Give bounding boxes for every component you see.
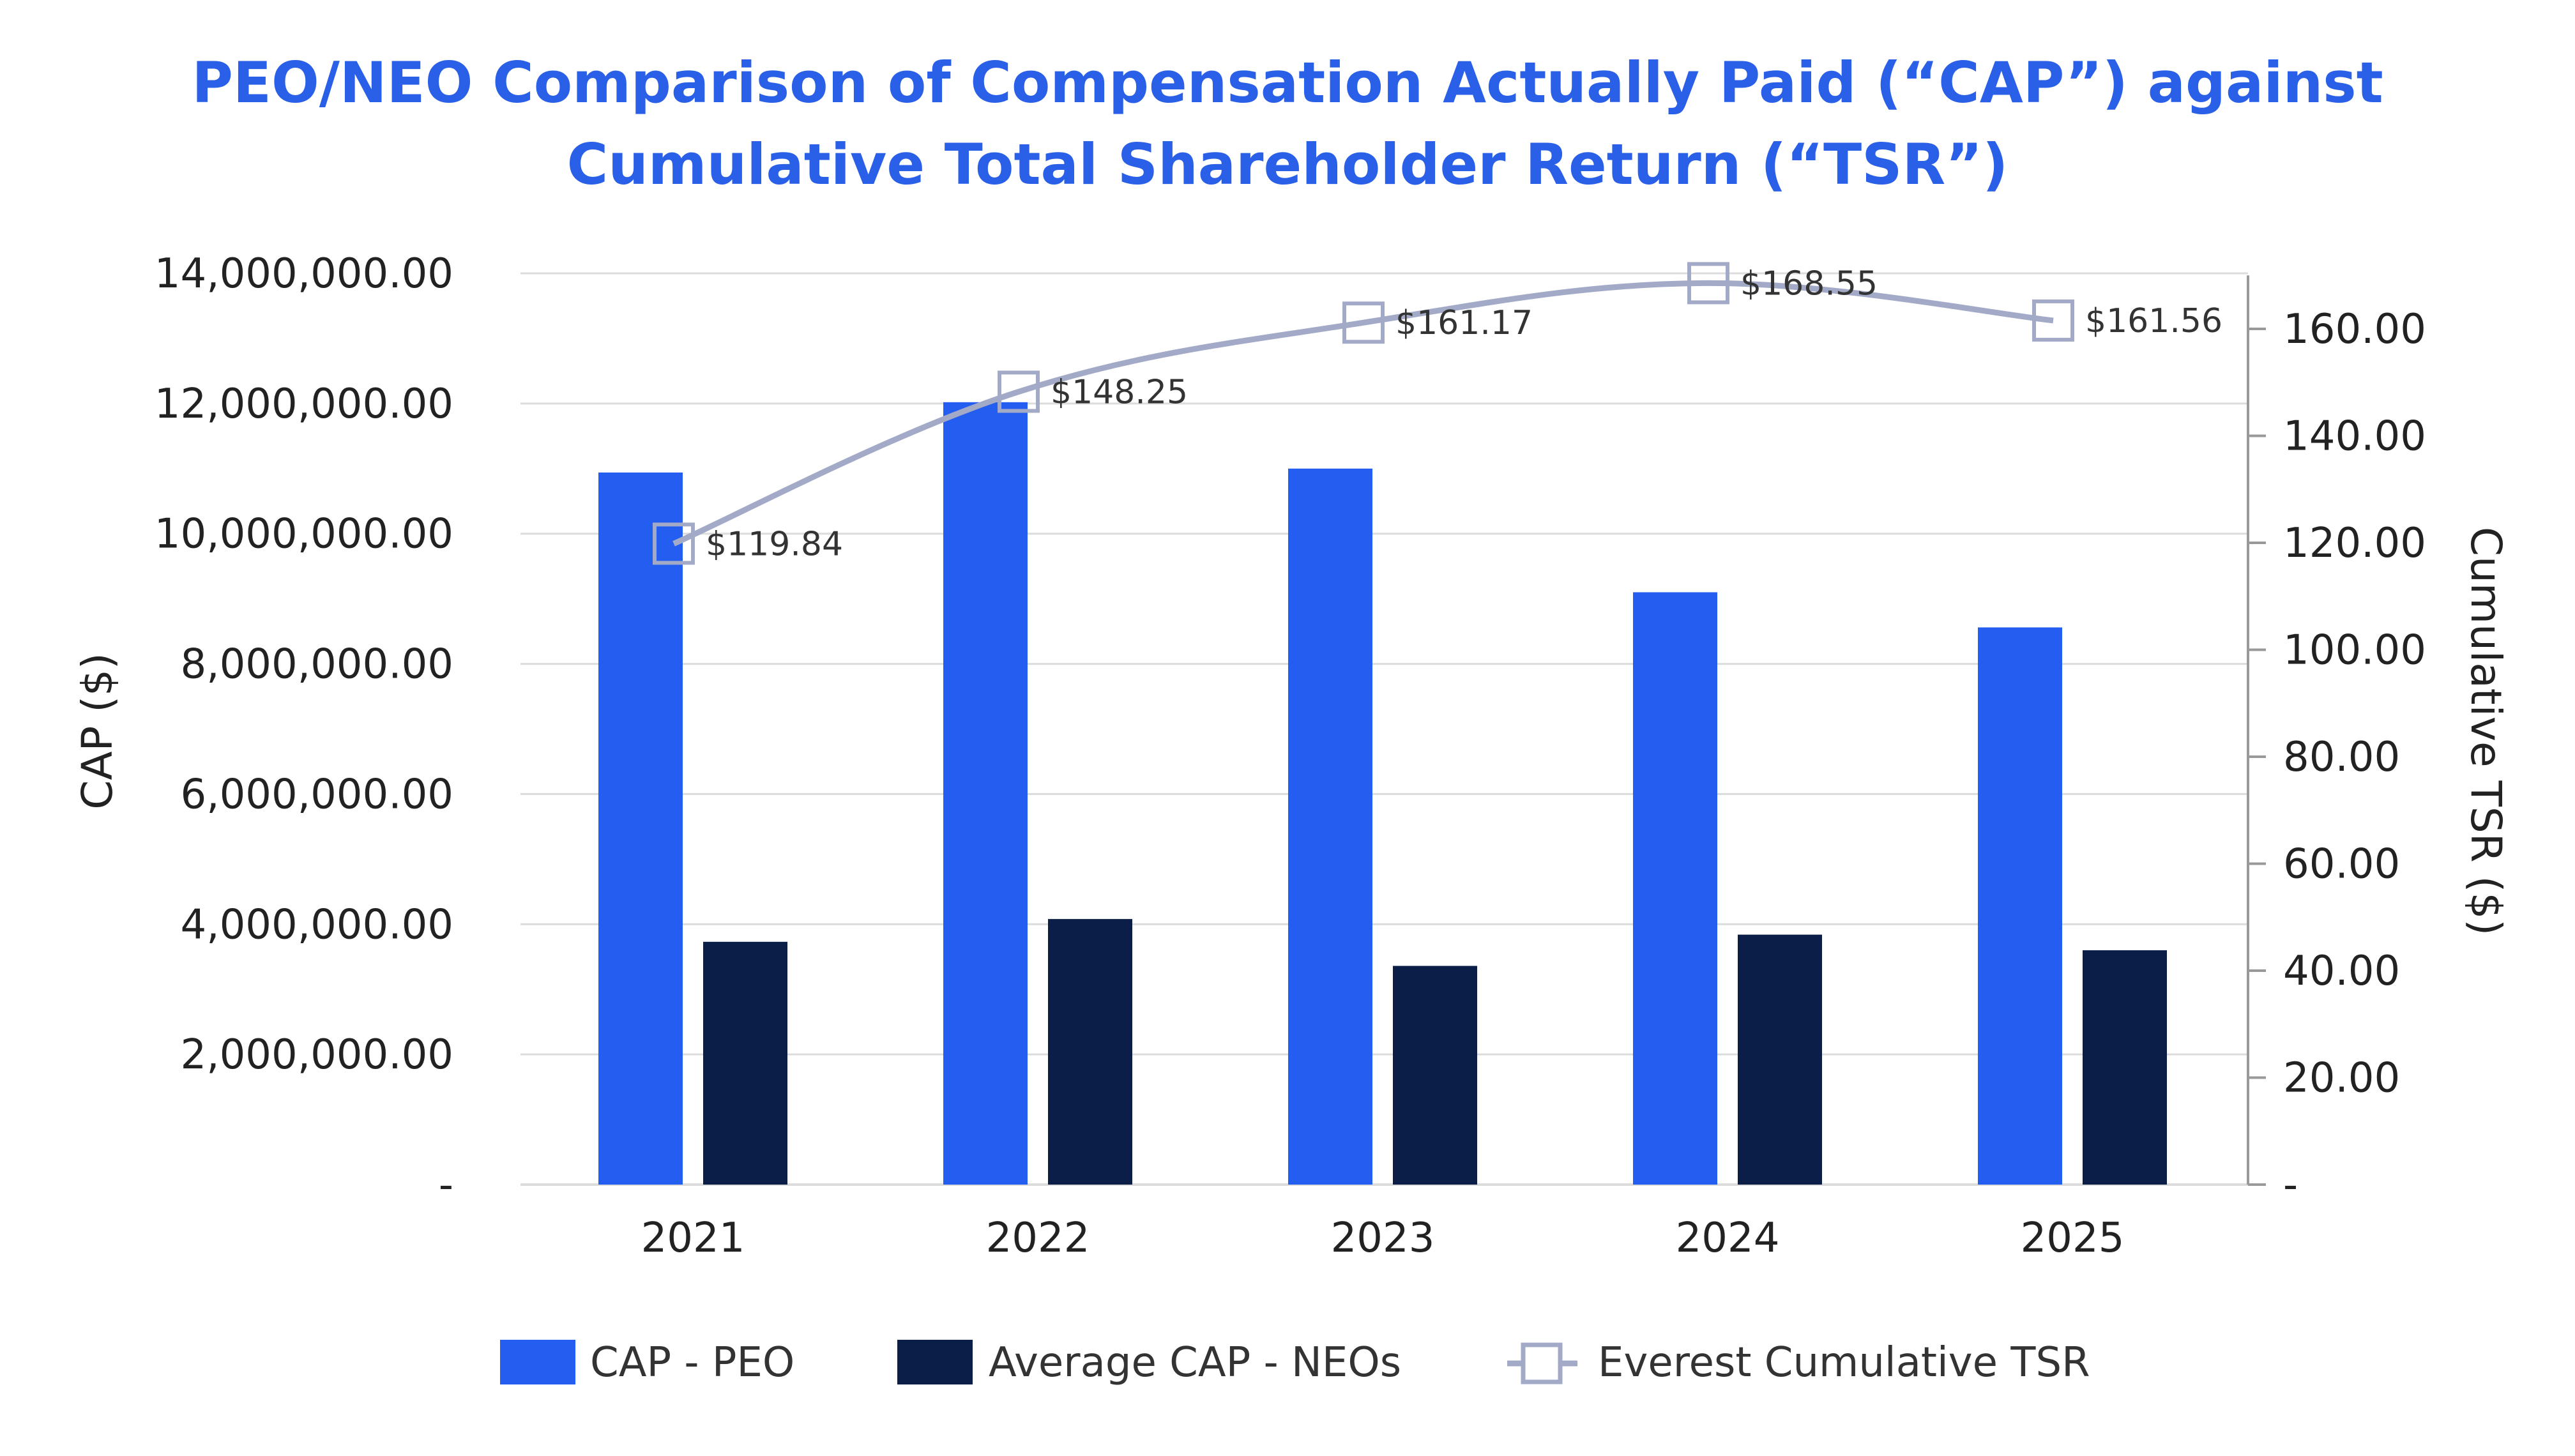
bar-cap-peo-2022	[943, 402, 1028, 1185]
bar-cap-peo-2021	[598, 472, 683, 1185]
y-tick-label: 10,000,000.00	[155, 511, 453, 558]
bar-avg-cap-neos-2022	[1048, 919, 1132, 1185]
bar-avg-cap-neos-2021	[703, 941, 787, 1185]
tsr-line	[672, 280, 2054, 547]
y2-tick-label: -	[2283, 1162, 2298, 1209]
tsr-marker-2022	[998, 370, 1040, 413]
x-tick-label-2022: 2022	[986, 1215, 1090, 1262]
y2-tick-label: 100.00	[2283, 627, 2426, 674]
y2-tick-label: 120.00	[2283, 520, 2426, 567]
x-tick-label-2025: 2025	[2021, 1215, 2125, 1262]
chart-title-line-1: PEO/NEO Comparison of Compensation Actua…	[192, 50, 2383, 116]
tsr-marker-2025	[2032, 299, 2074, 342]
x-tick-label-2023: 2023	[1331, 1215, 1435, 1262]
y-tick-label: -	[439, 1162, 453, 1209]
legend-label-peo: CAP - PEO	[590, 1339, 794, 1386]
tsr-marker-2023	[1342, 301, 1385, 344]
y-tick-label: 8,000,000.00	[181, 641, 454, 688]
y-tick-label: 4,000,000.00	[181, 901, 454, 948]
legend-label-neo: Average CAP - NEOs	[989, 1339, 1401, 1386]
legend-swatch-peo	[500, 1340, 575, 1384]
bar-cap-peo-2024	[1633, 592, 1717, 1185]
tsr-marker-2024	[1687, 262, 1729, 305]
tsr-marker-2021	[653, 522, 695, 565]
axes	[520, 275, 2266, 1186]
bar-avg-cap-neos-2025	[2083, 950, 2167, 1185]
tsr-data-label-2024: $168.55	[1740, 264, 1878, 303]
legend-swatch-neo	[897, 1340, 973, 1384]
bar-avg-cap-neos-2023	[1393, 966, 1477, 1185]
tsr-data-label-2022: $148.25	[1051, 373, 1188, 411]
tsr-line-group: $119.84 $148.25 $161.17 $168.55 $161.56	[653, 262, 2222, 565]
x-tick-label-2024: 2024	[1676, 1215, 1780, 1262]
chart-title-line-2: Cumulative Total Shareholder Return (“TS…	[567, 132, 2009, 197]
y2-axis-title: Cumulative TSR ($)	[2461, 527, 2510, 936]
legend-swatch-tsr-marker	[1521, 1342, 1563, 1384]
y-tick-label: 14,000,000.00	[155, 250, 453, 298]
tick-labels: - 2,000,000.00 4,000,000.00 6,000,000.00 8,0…	[155, 250, 2426, 1262]
y2-tick-label: 160.00	[2283, 306, 2426, 353]
y-tick-label: 6,000,000.00	[181, 771, 454, 818]
bars	[598, 402, 2167, 1185]
y2-tick-label: 40.00	[2283, 948, 2400, 995]
legend: CAP - PEO Average CAP - NEOs Everest Cum…	[500, 1339, 2090, 1386]
bar-avg-cap-neos-2024	[1738, 934, 1822, 1185]
gridlines	[520, 272, 2248, 1056]
y-tick-label: 2,000,000.00	[181, 1031, 454, 1079]
y2-tick-label: 60.00	[2283, 841, 2400, 888]
bar-cap-peo-2023	[1288, 468, 1372, 1185]
tsr-data-label-2023: $161.17	[1395, 304, 1533, 342]
y-axis-title: CAP ($)	[73, 653, 122, 810]
y2-tick-label: 20.00	[2283, 1055, 2400, 1102]
y2-tick-label: 140.00	[2283, 413, 2426, 460]
y2-tick-label: 80.00	[2283, 734, 2400, 781]
x-tick-label-2021: 2021	[641, 1215, 745, 1262]
bar-cap-peo-2025	[1978, 627, 2062, 1185]
chart-title: PEO/NEO Comparison of Compensation Actua…	[192, 50, 2383, 197]
legend-label-tsr: Everest Cumulative TSR	[1598, 1339, 2090, 1386]
tsr-data-label-2021: $119.84	[706, 525, 843, 563]
tsr-data-label-2025: $161.56	[2085, 302, 2222, 340]
y-tick-label: 12,000,000.00	[155, 381, 453, 428]
